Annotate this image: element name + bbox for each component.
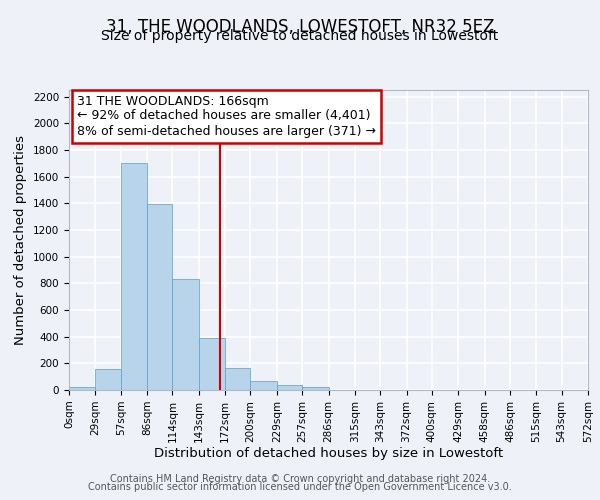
Text: 31, THE WOODLANDS, LOWESTOFT, NR32 5EZ: 31, THE WOODLANDS, LOWESTOFT, NR32 5EZ	[106, 18, 494, 36]
Bar	[199, 338, 225, 390]
Text: Contains HM Land Registry data © Crown copyright and database right 2024.: Contains HM Land Registry data © Crown c…	[110, 474, 490, 484]
Bar	[147, 204, 172, 390]
Bar	[95, 370, 121, 390]
Bar	[225, 368, 250, 390]
Bar	[172, 280, 199, 390]
Bar	[69, 388, 95, 390]
Text: Size of property relative to detached houses in Lowestoft: Size of property relative to detached ho…	[101, 29, 499, 43]
Text: Contains public sector information licensed under the Open Government Licence v3: Contains public sector information licen…	[88, 482, 512, 492]
Bar	[277, 386, 302, 390]
Text: 31 THE WOODLANDS: 166sqm
← 92% of detached houses are smaller (4,401)
8% of semi: 31 THE WOODLANDS: 166sqm ← 92% of detach…	[77, 94, 376, 138]
Bar	[121, 164, 147, 390]
Bar	[250, 382, 277, 390]
Bar	[302, 386, 329, 390]
Y-axis label: Number of detached properties: Number of detached properties	[14, 135, 28, 345]
X-axis label: Distribution of detached houses by size in Lowestoft: Distribution of detached houses by size …	[154, 448, 503, 460]
